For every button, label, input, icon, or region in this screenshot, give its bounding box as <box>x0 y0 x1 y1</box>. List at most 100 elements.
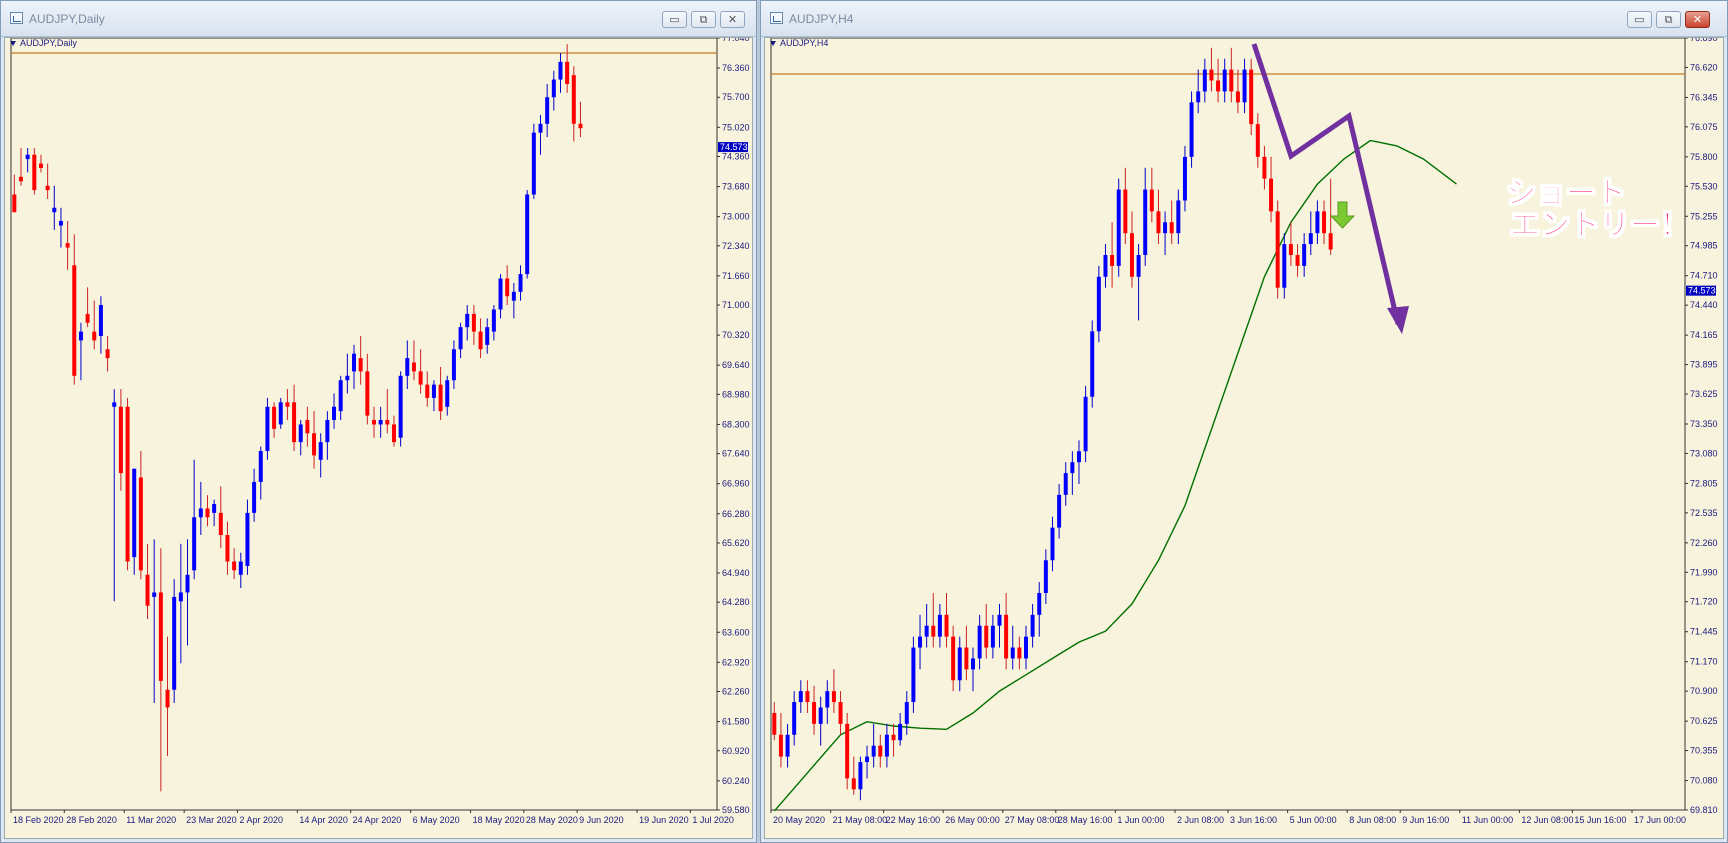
candle-body <box>944 614 949 637</box>
minimize-button[interactable]: ▭ <box>662 11 687 28</box>
candle-body <box>1103 254 1108 277</box>
candle-body <box>325 420 330 443</box>
plot-frame <box>770 38 1686 811</box>
restore-button[interactable]: ⧉ <box>1656 11 1681 28</box>
candle-body <box>818 707 823 724</box>
restore-button[interactable]: ⧉ <box>691 11 716 28</box>
h4-symbol-label: AUDJPY,H4 <box>780 38 828 48</box>
h4-chart-area[interactable]: 76.890 76.620 76.345 76.075 75.800 75.530 75.2… <box>764 37 1724 839</box>
candle-body <box>1043 560 1048 594</box>
candle-body <box>1209 69 1214 81</box>
candle-body <box>225 534 230 562</box>
minimize-button[interactable]: ▭ <box>1627 11 1652 28</box>
close-icon: ✕ <box>727 13 738 26</box>
candle-body <box>871 745 876 757</box>
y-tick-label: 61.580 <box>722 717 750 727</box>
x-tick-label: 3 Jun 16:00 <box>1230 815 1277 825</box>
candle-body <box>1123 189 1128 234</box>
close-button[interactable]: ✕ <box>1685 11 1710 28</box>
candle-body <box>878 745 883 757</box>
candle-body <box>385 420 390 425</box>
y-tick-label: 75.700 <box>722 92 750 102</box>
h4-candlestick-chart[interactable]: 76.890 76.620 76.345 76.075 75.800 75.530 75.2… <box>765 38 1725 840</box>
x-tick-label: 12 Jun 08:00 <box>1521 815 1573 825</box>
chart-window-icon <box>770 12 783 24</box>
candle-body <box>232 561 237 571</box>
candle-body <box>505 278 510 297</box>
candle-body <box>578 123 583 129</box>
daily-chart-window[interactable]: AUDJPY,Daily ▭ ⧉ ✕ 77.040 76.360 75.700 75.… <box>0 0 757 843</box>
candle-body <box>85 313 90 323</box>
y-tick-label: 74.710 <box>1690 271 1718 281</box>
y-tick-label: 62.260 <box>722 687 750 697</box>
candle-body <box>1110 254 1115 266</box>
candle-body <box>411 362 416 372</box>
candle-body <box>1017 647 1022 659</box>
candle-body <box>518 274 523 292</box>
candle-body <box>904 702 909 724</box>
daily-symbol-label: AUDJPY,Daily <box>20 38 77 48</box>
candle-body <box>531 132 536 195</box>
y-tick-label: 75.530 <box>1690 181 1718 191</box>
x-tick-label: 1 Jul 2020 <box>692 815 734 825</box>
h4-window-titlebar[interactable]: AUDJPY,H4 ▭ ⧉ ✕ <box>761 1 1727 37</box>
candle-body <box>338 380 343 412</box>
candle-body <box>1083 396 1088 452</box>
y-tick-label: 71.990 <box>1690 567 1718 577</box>
candle-body <box>971 658 975 670</box>
x-tick-label: 21 May 08:00 <box>833 815 888 825</box>
candle-body <box>1169 222 1174 234</box>
daily-candlestick-chart[interactable]: 77.040 76.360 75.700 75.020 74.360 73.680 73.0… <box>5 38 754 840</box>
candle-body <box>1262 156 1267 179</box>
symbol-dropdown-icon[interactable] <box>10 41 16 46</box>
y-tick-label: 66.960 <box>722 479 750 489</box>
close-button[interactable]: ✕ <box>720 11 745 28</box>
plot-frame <box>10 38 718 811</box>
close-icon: ✕ <box>1692 13 1703 26</box>
daily-chart-area[interactable]: 77.040 76.360 75.700 75.020 74.360 73.680 73.0… <box>4 37 753 839</box>
y-tick-label: 76.890 <box>1690 38 1718 43</box>
candle-body <box>105 349 110 359</box>
daily-window-titlebar[interactable]: AUDJPY,Daily ▭ ⧉ ✕ <box>1 1 756 37</box>
y-tick-label: 75.020 <box>722 122 750 132</box>
candle-body <box>1275 211 1280 288</box>
candle-body <box>1050 527 1055 561</box>
candle-body <box>997 614 1002 626</box>
candle-body <box>858 762 863 790</box>
x-tick-label: 9 Jun 2020 <box>579 815 624 825</box>
current-price-tag <box>718 142 748 153</box>
candle-body <box>865 756 870 763</box>
candle-body <box>278 402 283 425</box>
symbol-dropdown-icon[interactable] <box>770 41 776 46</box>
h4-chart-window[interactable]: AUDJPY,H4 ▭ ⧉ ✕ 76.890 76.620 76.345 76.075… <box>760 0 1728 843</box>
candle-body <box>358 358 363 372</box>
candle-body <box>1149 189 1154 212</box>
candle-body <box>212 504 217 513</box>
daily-window-title: AUDJPY,Daily <box>29 12 105 26</box>
candle-body <box>1070 462 1075 474</box>
candle-body <box>45 185 50 191</box>
candle-body <box>198 508 203 518</box>
candle-body <box>132 468 137 558</box>
candle-body <box>58 221 63 226</box>
candle-body <box>845 723 850 779</box>
annotation-line-1: ショート <box>1506 176 1627 211</box>
candle-body <box>1096 276 1101 332</box>
candle-body <box>125 406 130 562</box>
candle-body <box>398 375 403 438</box>
candle-body <box>1322 211 1327 234</box>
x-tick-label: 5 Jun 00:00 <box>1290 815 1337 825</box>
candle-body <box>78 331 83 341</box>
candle-body <box>545 97 550 124</box>
y-tick-label: 68.300 <box>722 419 750 429</box>
y-tick-label: 72.805 <box>1690 478 1718 488</box>
candle-body <box>1076 451 1081 463</box>
y-tick-label: 74.985 <box>1690 241 1718 251</box>
candle-body <box>1182 156 1187 201</box>
y-tick-label: 67.640 <box>722 449 750 459</box>
y-tick-label: 76.075 <box>1690 122 1718 132</box>
y-tick-label: 74.440 <box>1690 300 1718 310</box>
x-tick-label: 2 Apr 2020 <box>239 815 283 825</box>
candle-body <box>805 691 810 703</box>
y-tick-label: 68.980 <box>722 389 750 399</box>
